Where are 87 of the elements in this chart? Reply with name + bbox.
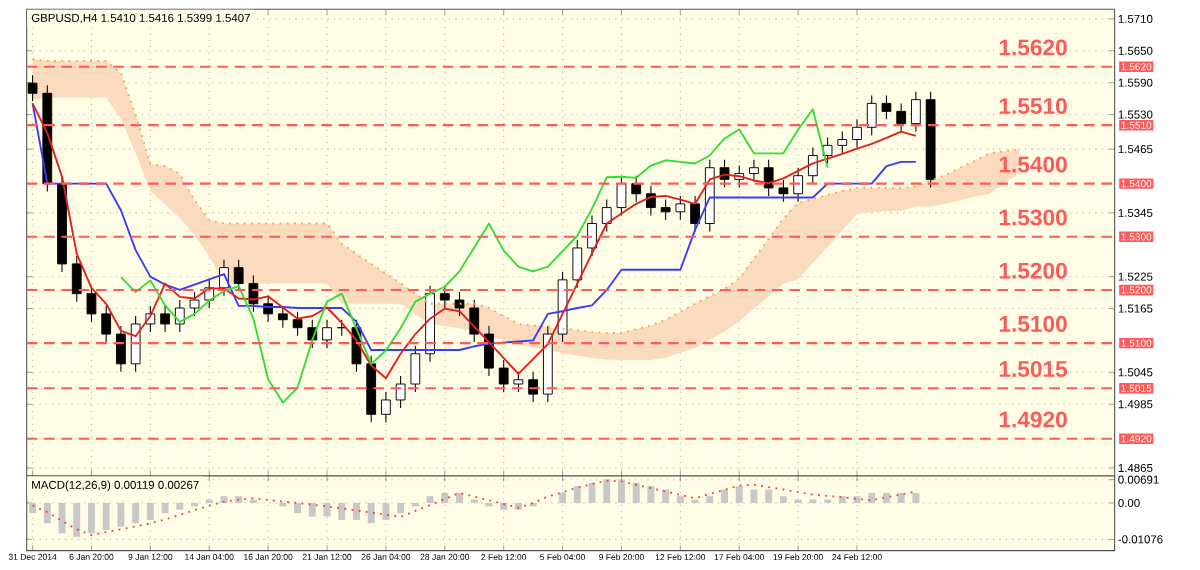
- candlestick: [498, 359, 509, 393]
- text: 1.5015: [999, 361, 1068, 378]
- bar: [29, 503, 37, 514]
- candlestick: [395, 375, 406, 409]
- candlestick: [233, 259, 244, 293]
- bar: [220, 496, 228, 504]
- bar: [662, 489, 670, 504]
- bar: [117, 503, 125, 527]
- bar: [779, 496, 787, 504]
- bar: [573, 486, 581, 504]
- candlestick: [572, 239, 583, 289]
- text: 1.5400: [999, 156, 1067, 173]
- bar: [897, 492, 905, 504]
- candlestick: [469, 299, 480, 343]
- candlestick: [101, 305, 112, 343]
- bar: [161, 503, 169, 514]
- bar: [721, 489, 728, 504]
- bar: [500, 503, 508, 510]
- text: 1.5510: [999, 97, 1067, 114]
- candlestick: [86, 285, 97, 323]
- candlestick: [601, 199, 612, 233]
- candlestick: [763, 159, 774, 197]
- candlestick: [866, 94, 877, 136]
- bar: [102, 503, 110, 531]
- candlestick: [189, 291, 200, 317]
- bar: [735, 486, 743, 504]
- text: 1.4920: [999, 411, 1067, 428]
- candlestick: [660, 199, 671, 221]
- candlestick: [911, 91, 921, 133]
- candlestick: [690, 195, 700, 233]
- bar: [367, 503, 375, 524]
- candlestick: [381, 391, 391, 423]
- candlestick: [410, 345, 421, 393]
- bar: [382, 503, 390, 520]
- bar: [43, 503, 51, 524]
- candlestick: [454, 291, 465, 317]
- candlestick: [822, 136, 833, 164]
- bar: [308, 503, 316, 517]
- bar: [426, 496, 434, 504]
- bar: [882, 492, 890, 504]
- candlestick: [71, 255, 82, 303]
- bar: [838, 496, 846, 504]
- bar: [750, 489, 758, 504]
- candlestick: [852, 118, 862, 149]
- bar: [617, 479, 625, 504]
- candlestick: [807, 146, 818, 185]
- candlestick: [292, 311, 303, 337]
- candlestick: [616, 175, 627, 217]
- text: 1.5100: [999, 315, 1067, 332]
- bar: [632, 482, 640, 504]
- bar: [456, 492, 463, 504]
- candlestick: [749, 159, 759, 183]
- bar: [706, 496, 714, 504]
- candlestick: [130, 315, 141, 373]
- bar: [88, 503, 95, 534]
- bar: [294, 503, 302, 514]
- bar: [146, 503, 154, 520]
- bar: [912, 492, 920, 504]
- candlestick: [793, 167, 804, 203]
- bar: [73, 503, 81, 537]
- bar: [235, 496, 243, 504]
- candlestick: [837, 131, 848, 154]
- bar: [353, 503, 360, 520]
- bar: [603, 479, 611, 504]
- bar: [441, 492, 449, 504]
- bar: [559, 492, 567, 504]
- bar: [676, 496, 684, 504]
- candlestick: [675, 195, 686, 221]
- text: 1.5620: [999, 39, 1067, 56]
- candlestick: [778, 179, 789, 203]
- text: 1.5200: [999, 262, 1067, 279]
- text: 1.5300: [999, 209, 1067, 226]
- candlestick: [896, 102, 907, 133]
- bar: [338, 503, 346, 520]
- candlestick: [27, 74, 38, 102]
- bar: [647, 486, 655, 504]
- candlestick: [881, 94, 892, 120]
- bar: [176, 503, 184, 510]
- candlestick: [160, 305, 170, 333]
- candlestick: [587, 215, 597, 257]
- bar: [132, 503, 140, 524]
- candlestick: [116, 325, 126, 373]
- bar: [765, 489, 773, 504]
- candlestick: [322, 319, 332, 349]
- bar: [397, 503, 405, 514]
- bar: [514, 503, 522, 510]
- bar: [868, 492, 876, 504]
